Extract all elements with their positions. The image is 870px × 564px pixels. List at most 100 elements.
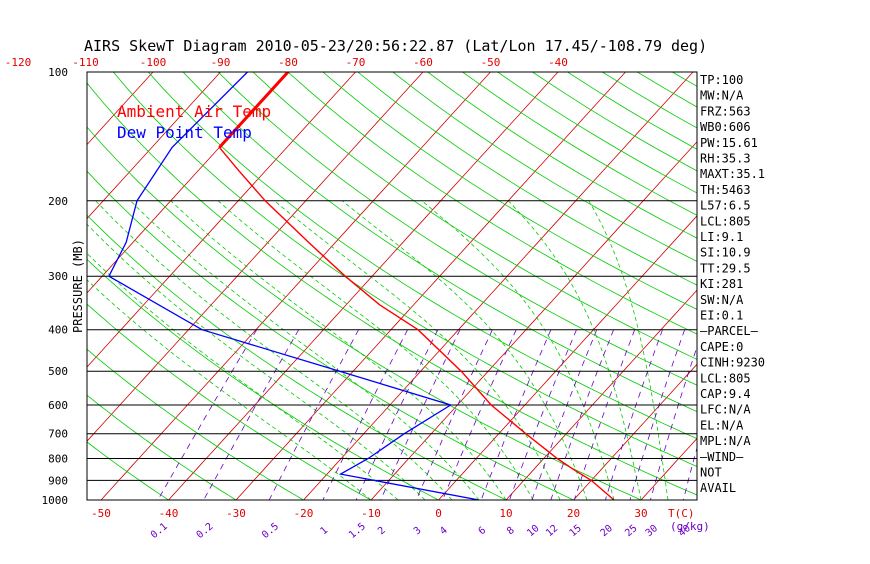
mixing-ratio-tick-label: 3 <box>412 525 424 537</box>
index-item: EI:0.1 <box>700 309 743 323</box>
index-item: KI:281 <box>700 277 743 291</box>
mixing-ratio-tick-label: 0.1 <box>149 521 170 541</box>
dry-adiabat-line <box>742 72 870 500</box>
x-axis-label: T(C) <box>668 507 695 520</box>
index-item: LCL:805 <box>700 371 751 385</box>
bottom-temp-tick-label: -10 <box>361 507 381 520</box>
bottom-temp-tick-label: -20 <box>294 507 314 520</box>
index-item: TP:100 <box>700 73 743 87</box>
isotherm-line <box>776 72 870 500</box>
index-item: MAXT:35.1 <box>700 167 765 181</box>
dry-adiabat-line <box>777 72 870 500</box>
index-item: SW:N/A <box>700 293 744 307</box>
moist-adiabat-line <box>589 201 668 500</box>
pressure-tick-label: 300 <box>48 270 68 283</box>
legend: Ambient Air Temp Dew Point Temp <box>117 102 271 142</box>
index-item: SI:10.9 <box>700 246 751 260</box>
y-axis-label: PRESSURE (MB) <box>71 239 85 333</box>
mixing-ratio-tick-label: 0.2 <box>195 521 216 541</box>
bottom-temp-tick-label: 10 <box>499 507 512 520</box>
bottom-temp-tick-label: -50 <box>91 507 111 520</box>
index-item: CAPE:0 <box>700 340 743 354</box>
pressure-tick-label: 800 <box>48 453 68 466</box>
pressure-tick-label: 500 <box>48 365 68 378</box>
isotherm-line <box>506 72 870 500</box>
top-temp-tick-label: -120 <box>5 56 32 69</box>
mixing-ratio-tick-label: 2 <box>376 525 388 537</box>
top-temp-tick-label: -60 <box>413 56 433 69</box>
mixing-ratio-tick-label: 15 <box>568 523 584 539</box>
mixing-ratio-line <box>204 330 299 500</box>
top-temperature-ticks: -120-110-100-90-80-70-60-50-40 <box>5 56 568 69</box>
dry-adiabat-line <box>463 72 870 500</box>
index-item: LFC:N/A <box>700 403 751 417</box>
mixing-ratio-tick-label: 30 <box>644 523 660 539</box>
bottom-temp-tick-label: -30 <box>226 507 246 520</box>
dry-adiabat-line <box>218 72 870 500</box>
chart-title: AIRS SkewT Diagram 2010-05-23/20:56:22.8… <box>84 37 707 55</box>
index-item: WB0:606 <box>700 120 751 134</box>
top-temp-tick-label: -110 <box>72 56 99 69</box>
index-item: PW:15.61 <box>700 136 758 150</box>
mixing-ratio-line <box>158 330 257 500</box>
index-item: CINH:9230 <box>700 356 765 370</box>
index-item: LCL:805 <box>700 214 751 228</box>
index-item: FRZ:563 <box>700 104 751 118</box>
top-temp-tick-label: -40 <box>548 56 568 69</box>
dry-adiabat-line <box>288 72 870 500</box>
top-temp-tick-label: -100 <box>140 56 167 69</box>
legend-ambient-air-temp: Ambient Air Temp <box>117 102 271 121</box>
index-item: MW:N/A <box>700 89 744 103</box>
mixing-ratio-tick-label: 20 <box>599 523 615 539</box>
mixing-ratio-line <box>510 330 577 500</box>
index-item: L57:6.5 <box>700 199 751 213</box>
legend-dew-point-temp: Dew Point Temp <box>117 123 252 142</box>
index-item: –WIND– <box>700 450 744 464</box>
top-temp-tick-label: -90 <box>211 56 231 69</box>
mixing-ratio-tick-label: 10 <box>525 523 541 539</box>
mixing-ratio-tick-label: 8 <box>505 525 517 537</box>
isotherm-line <box>0 72 18 500</box>
index-item: RH:35.3 <box>700 152 751 166</box>
index-item: TH:5463 <box>700 183 751 197</box>
moist-adiabat-line <box>342 201 587 500</box>
bottom-temp-tick-label: 0 <box>435 507 442 520</box>
index-item: AVAIL <box>700 481 736 495</box>
index-item: LI:9.1 <box>700 230 743 244</box>
moist-adiabat-line <box>65 201 425 500</box>
pressure-tick-label: 400 <box>48 324 68 337</box>
isotherm-line <box>439 72 829 500</box>
index-item: NOT <box>700 466 722 480</box>
ambient-air-temp-line <box>219 72 614 500</box>
mixing-ratio-line <box>651 330 703 500</box>
index-item: MPL:N/A <box>700 434 751 448</box>
mixing-ratio-unit-label: (g/kg) <box>670 520 710 533</box>
index-item: EL:N/A <box>700 418 744 432</box>
isotherm-line <box>236 72 626 500</box>
pressure-tick-label: 200 <box>48 195 68 208</box>
mixing-ratio-tick-label: 6 <box>477 525 489 537</box>
pressure-tick-label: 100 <box>48 66 68 79</box>
top-temp-tick-label: -50 <box>481 56 501 69</box>
mixing-ratio-tick-label: 12 <box>544 523 560 539</box>
dry-adiabat-line <box>358 72 870 500</box>
top-temp-tick-label: -80 <box>278 56 298 69</box>
pressure-tick-label: 900 <box>48 474 68 487</box>
mixing-ratio-tick-label: 1.5 <box>347 521 368 541</box>
moist-adiabat-line <box>171 201 506 500</box>
mixing-ratio-tick-label: 25 <box>623 523 639 539</box>
bottom-temp-tick-label: 20 <box>567 507 580 520</box>
pressure-tick-label: 700 <box>48 428 68 441</box>
pressure-tick-label: 1000 <box>42 494 69 507</box>
dry-adiabat-line <box>253 72 870 500</box>
isotherm-line <box>844 72 870 500</box>
index-item: CAP:9.4 <box>700 387 751 401</box>
mixing-ratio-tick-label: 1 <box>318 525 330 537</box>
mixing-ratio-tick-label: 0.5 <box>260 521 281 541</box>
